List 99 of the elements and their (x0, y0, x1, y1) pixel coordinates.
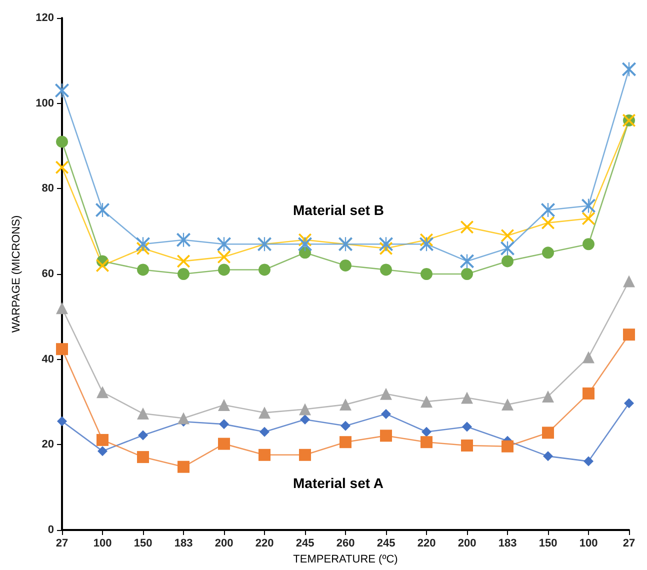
point (461, 440, 473, 452)
point (380, 430, 392, 442)
point (461, 392, 473, 404)
point (462, 422, 472, 432)
point (623, 275, 635, 288)
point (98, 446, 108, 456)
point (379, 237, 393, 252)
point (299, 448, 311, 461)
point (542, 216, 554, 230)
point (137, 408, 149, 420)
point (299, 403, 311, 416)
x-tick-label: 150 (538, 538, 558, 550)
y-tick-label: 120 (36, 12, 54, 24)
point (543, 451, 553, 462)
point (380, 388, 392, 400)
point (582, 212, 595, 226)
y-tick-label: 100 (36, 97, 54, 110)
point (176, 232, 190, 247)
x-axis-title: TEMPERATURE (ºC) (293, 554, 398, 566)
point (420, 436, 432, 448)
point (137, 264, 149, 276)
annotation: Material set A (293, 475, 384, 491)
point (300, 414, 310, 424)
point (381, 408, 391, 419)
point (218, 398, 230, 411)
point (582, 387, 594, 400)
x-tick-label: 200 (214, 538, 234, 550)
x-tick-label: 260 (336, 538, 355, 550)
point (420, 396, 432, 408)
point (340, 398, 352, 411)
point (502, 398, 514, 411)
point (501, 229, 514, 242)
x-tick-label: 200 (458, 538, 476, 550)
point (218, 250, 230, 264)
point (340, 436, 352, 448)
point (178, 412, 190, 424)
point (258, 264, 270, 276)
annotation: Material set B (293, 202, 384, 218)
point (56, 302, 68, 314)
point (420, 237, 434, 252)
point (542, 426, 554, 439)
point (178, 268, 190, 280)
y-axis-title: WARPAGE (MICRONS) (10, 215, 22, 333)
point (138, 430, 148, 440)
point (137, 451, 149, 464)
point (542, 246, 554, 259)
y-tick-label: 80 (42, 182, 54, 195)
point (178, 460, 190, 473)
x-tick-label: 100 (93, 538, 112, 550)
point (422, 426, 432, 437)
x-tick-label: 183 (498, 538, 517, 550)
point (56, 136, 68, 148)
point (460, 220, 474, 234)
point (218, 264, 230, 276)
x-tick-label: 245 (376, 538, 396, 550)
y-tick-label: 40 (42, 353, 54, 366)
point (56, 343, 68, 356)
point (258, 406, 270, 419)
point (96, 434, 108, 446)
x-tick-label: 183 (174, 538, 193, 550)
point (584, 456, 594, 466)
x-tick-label: 220 (417, 538, 436, 550)
point (258, 448, 270, 461)
x-tick-label: 220 (255, 538, 274, 550)
point (96, 386, 108, 398)
point (340, 420, 350, 431)
point (420, 268, 432, 280)
point (461, 268, 473, 280)
point (56, 160, 68, 174)
point (219, 419, 229, 430)
point (136, 237, 150, 252)
point (622, 62, 636, 76)
point (502, 255, 514, 268)
point (260, 426, 270, 437)
x-tick-label: 27 (622, 538, 636, 550)
point (218, 438, 230, 450)
x-tick-label: 100 (579, 538, 598, 550)
point (502, 440, 514, 452)
point (57, 416, 67, 426)
point (460, 254, 474, 268)
y-tick-label: 60 (42, 268, 54, 280)
point (623, 328, 635, 341)
point (298, 237, 312, 252)
point (500, 241, 514, 256)
point (582, 198, 596, 213)
x-tick-label: 150 (134, 538, 152, 550)
y-tick-label: 0 (48, 524, 54, 536)
point (624, 398, 634, 408)
point (582, 238, 594, 250)
point (217, 237, 231, 252)
point (96, 258, 109, 272)
y-tick-label: 20 (42, 438, 54, 451)
point (582, 351, 594, 364)
point (542, 390, 554, 402)
x-tick-label: 245 (296, 538, 314, 550)
point (177, 254, 190, 268)
point (340, 259, 352, 272)
x-tick-label: 27 (56, 538, 68, 550)
point (380, 264, 392, 276)
